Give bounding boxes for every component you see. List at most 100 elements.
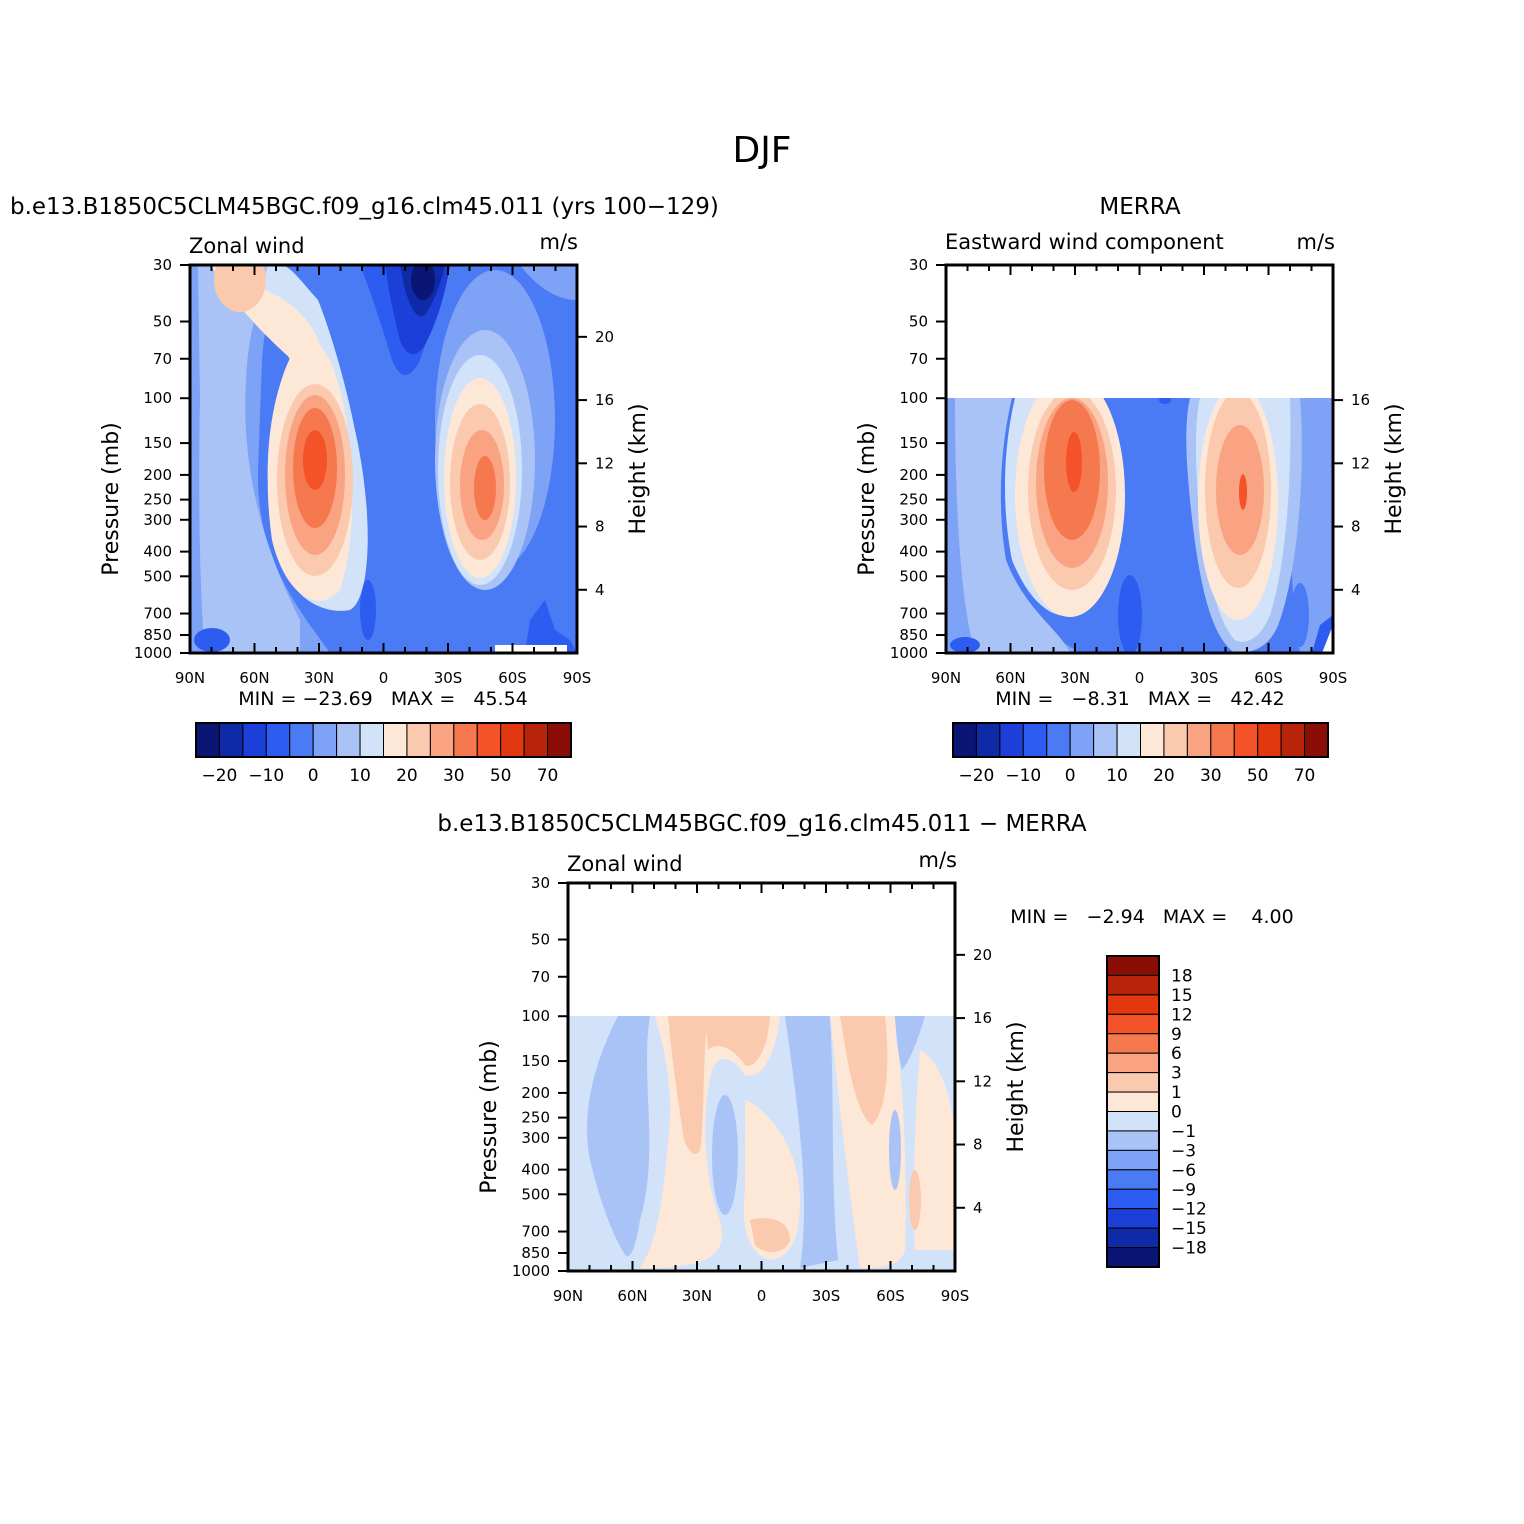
diff-title: b.e13.B1850C5CLM45BGC.f09_g16.clm45.011 … (437, 811, 1086, 837)
diff-contour-field (568, 1016, 955, 1271)
pressure-tick-label: 700 (899, 605, 928, 623)
colorbar-swatch (476, 722, 502, 758)
colorbar-tick-label: 70 (1294, 766, 1316, 786)
colorbar-swatch (547, 722, 572, 758)
x-tick-label: 0 (379, 669, 389, 687)
pressure-tick-label: 50 (909, 313, 928, 331)
pressure-tick-label: 250 (521, 1109, 550, 1127)
colorbar-tick-label: 10 (1106, 766, 1128, 786)
colorbar-swatch (999, 722, 1024, 758)
obs-left-label: Eastward wind component (945, 230, 1224, 254)
colorbar-swatch (1069, 722, 1095, 758)
colorbar-tick-label: −12 (1171, 1200, 1207, 1220)
height-tick-label: 12 (1351, 454, 1370, 472)
height-tick-label: 12 (595, 454, 614, 472)
pressure-tick-label: 700 (143, 605, 172, 623)
colorbar-tick-label: −20 (201, 766, 237, 786)
colorbar-tick-label: 30 (443, 766, 465, 786)
pressure-tick-label: 100 (521, 1007, 550, 1025)
diff-units-label: m/s (919, 848, 957, 872)
colorbar-swatch (1106, 1130, 1160, 1151)
model-units-label: m/s (540, 230, 578, 254)
colorbar-swatch (1106, 974, 1160, 996)
colorbar-swatch (952, 722, 977, 758)
height-tick-label: 16 (1351, 391, 1370, 409)
colorbar-swatch (218, 722, 244, 758)
height-tick-label: 4 (595, 581, 605, 599)
colorbar-swatch (1304, 722, 1329, 758)
x-tick-label: 60S (876, 1287, 905, 1305)
colorbar-tick-label: 18 (1171, 966, 1193, 986)
obs-title: MERRA (1099, 194, 1180, 220)
colorbar-tick-label: 50 (1247, 766, 1269, 786)
diff-left-label: Zonal wind (567, 852, 683, 876)
colorbar-tick-label: −20 (958, 766, 994, 786)
colorbar-swatch (1210, 722, 1235, 758)
colorbar-swatch (1106, 1227, 1160, 1249)
pressure-tick-label: 1000 (134, 644, 172, 662)
pressure-tick-label: 70 (909, 350, 928, 368)
pressure-tick-label: 30 (153, 256, 172, 274)
x-tick-label: 60N (239, 669, 269, 687)
colorbar-tick-label: −3 (1171, 1141, 1196, 1161)
x-tick-label: 90S (1319, 669, 1348, 687)
pressure-tick-label: 500 (143, 567, 172, 585)
diff-axes: 3050701001502002503004005007008501000481… (477, 874, 1029, 1305)
colorbar-tick-label: −6 (1171, 1161, 1196, 1181)
colorbar-tick-label: −1 (1171, 1122, 1196, 1142)
colorbar-tick-label: 12 (1171, 1005, 1193, 1025)
model-contour-field (190, 265, 577, 653)
colorbar-tick-label: 6 (1171, 1044, 1182, 1064)
colorbar-swatch (1106, 1033, 1160, 1054)
pressure-tick-label: 300 (143, 511, 172, 529)
colorbar-swatch (359, 722, 384, 758)
colorbar-swatch (1140, 722, 1165, 758)
pressure-tick-label: 250 (143, 491, 172, 509)
colorbar-tick-label: 3 (1171, 1064, 1182, 1084)
x-tick-label: 30S (434, 669, 463, 687)
colorbar-swatch (312, 722, 338, 758)
colorbar-tick-label: −10 (1005, 766, 1041, 786)
obs-units-label: m/s (1297, 230, 1335, 254)
height-tick-label: 16 (973, 1009, 992, 1027)
height-tick-label: 8 (973, 1136, 983, 1154)
colorbar-frame (1106, 955, 1160, 1268)
colorbar-swatch (383, 722, 408, 758)
pressure-tick-label: 50 (531, 931, 550, 949)
colorbar-swatch (1106, 1091, 1160, 1112)
colorbar-swatch (406, 722, 431, 758)
colorbar-swatch (1106, 1072, 1160, 1093)
height-tick-label: 4 (1351, 581, 1361, 599)
colorbar-tick-label: −18 (1171, 1239, 1207, 1259)
colorbar-swatch (242, 722, 267, 758)
colorbar-tick-label: 0 (308, 766, 319, 786)
colorbar-swatch (523, 722, 549, 758)
colorbar-swatch (1106, 1013, 1160, 1035)
colorbar-swatch (975, 722, 1001, 758)
colorbar-swatch (1106, 1111, 1160, 1132)
colorbar-swatch (336, 722, 361, 758)
model-minmax: MIN = −23.69 MAX = 45.54 (238, 688, 528, 710)
colorbar-tick-label: 70 (537, 766, 559, 786)
pressure-tick-label: 100 (143, 389, 172, 407)
colorbar-swatch (1106, 1247, 1160, 1268)
page-title: DJF (732, 130, 791, 171)
x-tick-label: 90S (563, 669, 592, 687)
colorbar-tick-label: 0 (1065, 766, 1076, 786)
pressure-tick-label: 400 (899, 543, 928, 561)
x-tick-label: 30N (1060, 669, 1090, 687)
pressure-tick-label: 400 (521, 1161, 550, 1179)
x-tick-label: 90N (175, 669, 205, 687)
pressure-axis-title: Pressure (mb) (477, 1040, 502, 1194)
colorbar-swatch (195, 722, 220, 758)
pressure-tick-label: 850 (899, 626, 928, 644)
colorbar-swatch (1116, 722, 1141, 758)
colorbar-swatch (1106, 1188, 1160, 1210)
height-tick-label: 20 (595, 328, 614, 346)
pressure-axis-title: Pressure (mb) (855, 422, 880, 576)
pressure-tick-label: 700 (521, 1223, 550, 1241)
height-tick-label: 4 (973, 1199, 983, 1217)
